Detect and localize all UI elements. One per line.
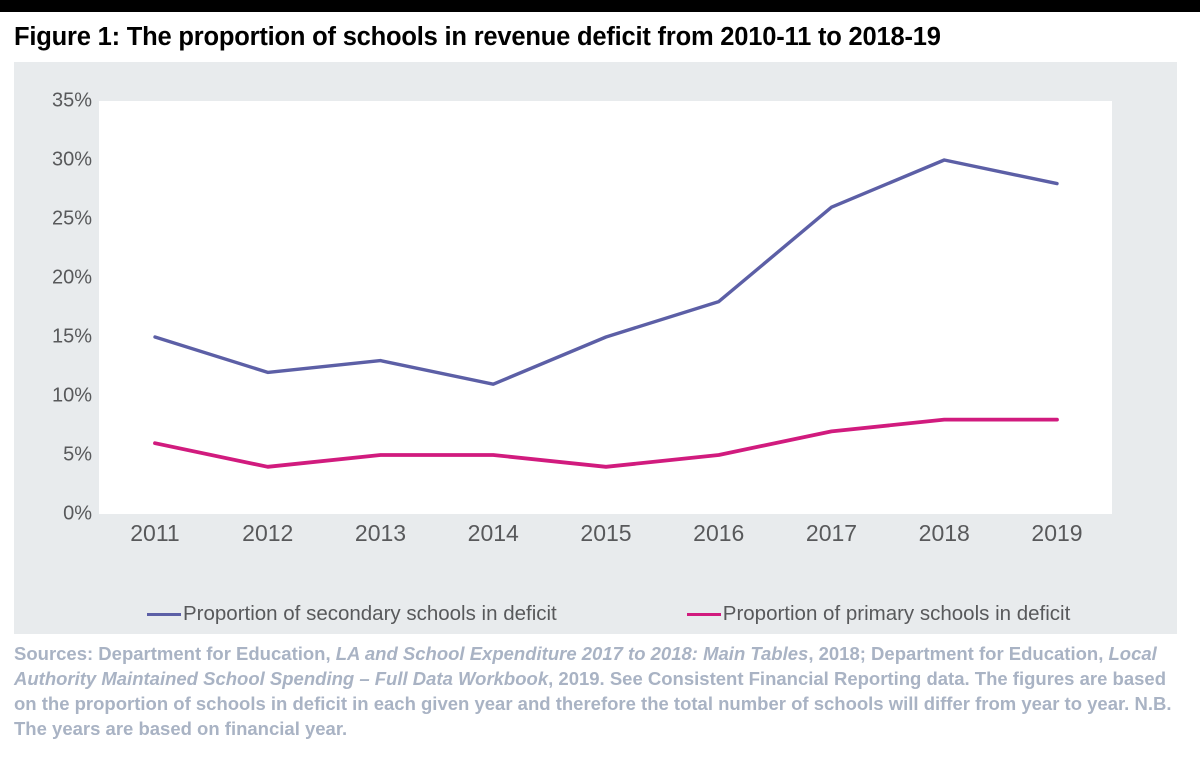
chart-panel: 0% 5% 10% 15% 20% 25% 30% 35% 2011 2012 2013 2014 2… xyxy=(14,62,1177,634)
y-axis-tick-35%: 35% xyxy=(51,89,92,112)
series-line-secondary xyxy=(153,158,1059,386)
y-axis-tick-labels: 0% 5% 10% 15% 20% 25% 30% 35% xyxy=(14,90,92,525)
y-axis-tick-10%: 10% xyxy=(51,384,92,407)
x-axis-tick-2019: 2019 xyxy=(1031,520,1083,546)
figure-title: Figure 1: The proportion of schools in r… xyxy=(14,23,941,51)
x-axis-tick-2018: 2018 xyxy=(918,520,970,546)
legend-item-primary: Proportion of primary schools in deficit xyxy=(686,602,1071,625)
line-chart-svg xyxy=(153,158,1059,469)
y-axis-tick-30%: 30% xyxy=(51,148,92,171)
source-note-part-2: , 2018; Department for Education, xyxy=(808,643,1109,664)
source-note-part-4: , 2019. See Consistent Financial Reporti… xyxy=(14,668,1172,739)
series-line-primary xyxy=(153,417,1059,469)
x-axis-tick-2016: 2016 xyxy=(693,520,745,546)
source-note: Sources: Department for Education, LA an… xyxy=(14,641,1178,741)
source-note-part-0: Sources: Department for Education, xyxy=(14,643,336,664)
x-axis-tick-2013: 2013 xyxy=(354,520,407,546)
y-axis-tick-15%: 15% xyxy=(51,325,92,348)
series-lines xyxy=(153,158,1059,469)
legend-label-primary: Proportion of primary schools in deficit xyxy=(722,602,1071,625)
legend-item-secondary: Proportion of secondary schools in defic… xyxy=(147,603,557,625)
plot-area xyxy=(99,101,1112,514)
x-axis-tick-2015: 2015 xyxy=(580,520,632,546)
x-axis-tick-2011: 2011 xyxy=(130,520,180,546)
x-axis-tick-labels: 2011 2012 2013 2014 2015 2016 2017 2018 2019 xyxy=(99,520,1112,560)
y-axis-tick-5%: 5% xyxy=(63,443,92,466)
chart-legend: Proportion of secondary schools in defic… xyxy=(99,596,1112,632)
legend-label-secondary: Proportion of secondary schools in defic… xyxy=(183,602,557,625)
y-axis-tick-25%: 25% xyxy=(51,207,92,230)
y-axis-tick-0%: 0% xyxy=(63,502,92,525)
source-note-part-3: Local Authority Maintained School Spendi… xyxy=(14,643,1157,689)
legend-swatch-secondary-icon xyxy=(147,612,181,616)
x-axis-tick-2012: 2012 xyxy=(242,520,294,546)
x-axis-tick-2017: 2017 xyxy=(805,520,858,546)
y-axis-tick-20%: 20% xyxy=(51,266,92,289)
x-axis-tick-2014: 2014 xyxy=(467,520,519,546)
legend-swatch-primary-icon xyxy=(686,612,721,616)
top-rule-divider xyxy=(0,0,1200,12)
source-note-part-1: LA and School Expenditure 2017 to 2018: … xyxy=(335,643,809,664)
